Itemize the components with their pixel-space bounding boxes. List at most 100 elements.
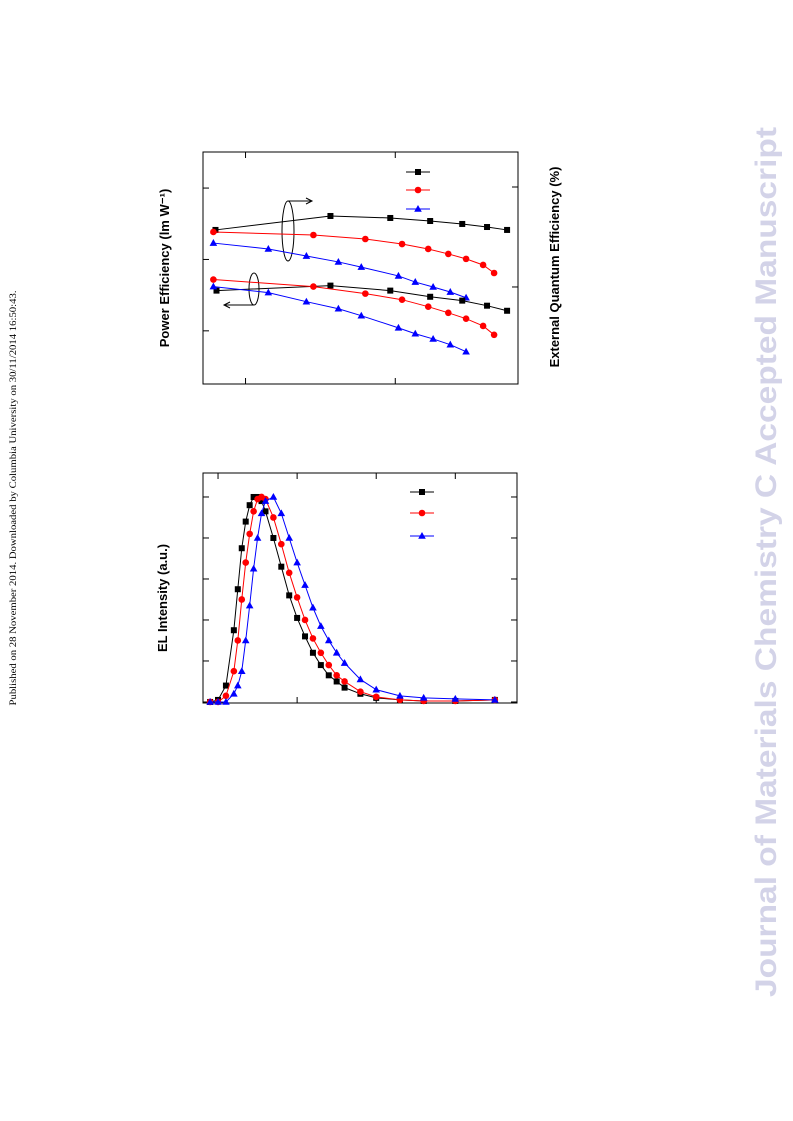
marker: [394, 271, 403, 279]
y-axis-label: EL Intensity (a.u.): [155, 544, 170, 652]
marker: [270, 534, 277, 541]
marker: [222, 682, 229, 689]
marker: [241, 636, 250, 644]
marker: [341, 678, 348, 685]
marker: [309, 635, 317, 642]
marker: [419, 693, 428, 701]
y-axis-label: Power Efficiency (lm W⁻¹): [157, 189, 172, 348]
marker: [230, 667, 238, 675]
legend-marker: [418, 532, 426, 539]
marker: [222, 697, 230, 705]
marker: [357, 263, 366, 270]
watermark: Journal of Materials Chemistry C Accepte…: [750, 127, 783, 997]
marker: [504, 226, 511, 233]
marker: [269, 492, 278, 500]
arrow-head: [305, 197, 314, 205]
marker: [234, 586, 241, 593]
marker: [327, 212, 334, 219]
marker: [230, 689, 238, 697]
marker: [459, 297, 466, 304]
marker: [214, 697, 222, 705]
legend-marker: [414, 186, 422, 194]
marker: [238, 596, 246, 603]
marker: [429, 334, 437, 342]
marker: [387, 287, 394, 294]
plot-frame: [202, 151, 519, 385]
marker: [411, 329, 420, 337]
marker: [242, 518, 249, 525]
marker: [372, 685, 381, 693]
marker: [325, 661, 333, 669]
marker: [302, 633, 309, 640]
legend-marker: [418, 509, 426, 517]
marker: [286, 592, 293, 599]
marker: [387, 214, 394, 221]
marker: [210, 276, 217, 283]
marker: [237, 667, 246, 675]
marker: [317, 649, 325, 657]
marker: [301, 616, 309, 624]
legend-marker: [414, 205, 422, 212]
marker: [451, 694, 460, 702]
marker: [334, 304, 343, 312]
marker: [334, 257, 343, 265]
marker: [238, 545, 245, 552]
marker: [278, 540, 285, 548]
marker: [462, 255, 470, 263]
marker: [262, 508, 269, 515]
series-line: [213, 242, 467, 299]
marker: [484, 302, 491, 309]
marker: [302, 297, 311, 305]
marker: [362, 235, 369, 243]
marker: [398, 296, 406, 303]
marker: [445, 309, 452, 317]
marker: [264, 244, 273, 252]
marker: [327, 282, 334, 289]
side-note: Published on 28 November 2014. Downloade…: [8, 291, 18, 706]
marker: [206, 697, 214, 705]
marker: [490, 269, 498, 277]
marker: [302, 252, 311, 259]
marker: [427, 218, 434, 225]
marker: [479, 261, 487, 269]
marker: [250, 493, 257, 500]
marker: [356, 675, 365, 683]
marker: [309, 603, 317, 611]
marker: [270, 514, 277, 521]
marker: [310, 231, 317, 239]
marker: [264, 288, 273, 296]
series-line: [210, 496, 495, 703]
marker: [242, 559, 250, 566]
marker: [357, 311, 366, 319]
marker: [209, 239, 218, 246]
marker: [278, 563, 285, 570]
marker: [209, 282, 218, 290]
marker: [446, 340, 455, 348]
marker: [222, 692, 230, 700]
marker: [234, 681, 242, 689]
marker: [210, 228, 217, 236]
marker: [250, 508, 257, 515]
marker: [394, 323, 403, 331]
series-line: [213, 286, 467, 353]
marker: [484, 224, 491, 231]
marker: [479, 322, 487, 330]
marker: [398, 240, 406, 248]
marker: [317, 662, 324, 669]
plot-frame: [202, 472, 518, 704]
marker: [424, 245, 432, 253]
series-line: [210, 496, 495, 703]
legend-marker: [415, 169, 421, 175]
arrow-head: [222, 301, 231, 309]
marker: [258, 498, 265, 505]
marker: [257, 509, 266, 517]
marker: [357, 688, 364, 696]
marker: [249, 564, 258, 572]
marker: [427, 293, 434, 300]
marker: [317, 622, 325, 629]
marker: [429, 282, 437, 290]
marker: [246, 530, 253, 538]
marker: [491, 695, 499, 703]
marker: [462, 315, 470, 322]
